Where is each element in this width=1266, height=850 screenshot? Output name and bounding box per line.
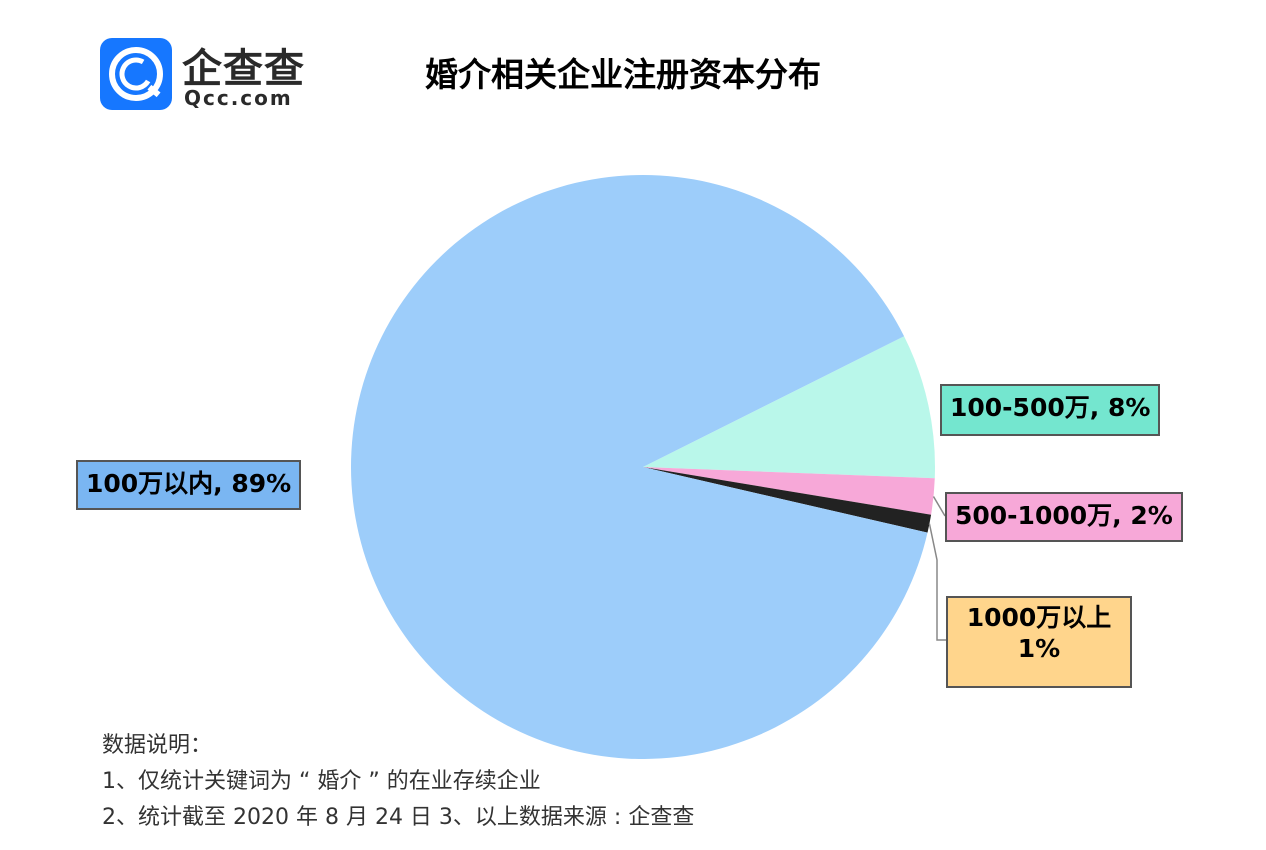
qcc-logo: 企查查 Qcc.com xyxy=(100,38,320,110)
slice-1000w-above xyxy=(643,467,932,533)
data-notes: 数据说明： 1、仅统计关键词为 “ 婚介 ” 的在业存续企业 2、统计截至 20… xyxy=(102,728,694,836)
notes-line-2: 2、统计截至 2020 年 8 月 24 日 3、以上数据来源 : 企查查 xyxy=(102,805,695,830)
notes-heading: 数据说明： xyxy=(102,733,213,758)
logo-name-cn: 企查查 xyxy=(182,46,305,92)
slice-100w-below xyxy=(350,174,928,759)
label-100w-below: 100万以内, 89% xyxy=(76,460,302,510)
slice-100-500w xyxy=(643,336,936,479)
qcc-logo-icon xyxy=(100,38,172,110)
slice-500-1000w xyxy=(643,467,935,515)
leader-line-500-1000w xyxy=(932,496,946,517)
label-1000w-above: 1000万以上 1% xyxy=(946,596,1132,688)
label-100-500w: 100-500万, 8% xyxy=(940,384,1161,436)
label-500-1000w: 500-1000万, 2% xyxy=(945,492,1183,542)
notes-line-1: 1、仅统计关键词为 “ 婚介 ” 的在业存续企业 xyxy=(102,769,541,794)
leader-line-1000w-above xyxy=(928,523,946,641)
label-1000w-above-pct: 1% xyxy=(1017,634,1061,664)
chart-title: 婚介相关企业注册资本分布 xyxy=(425,55,821,94)
logo-domain: Qcc.com xyxy=(184,86,293,110)
label-1000w-above-name: 1000万以上 xyxy=(966,603,1112,632)
